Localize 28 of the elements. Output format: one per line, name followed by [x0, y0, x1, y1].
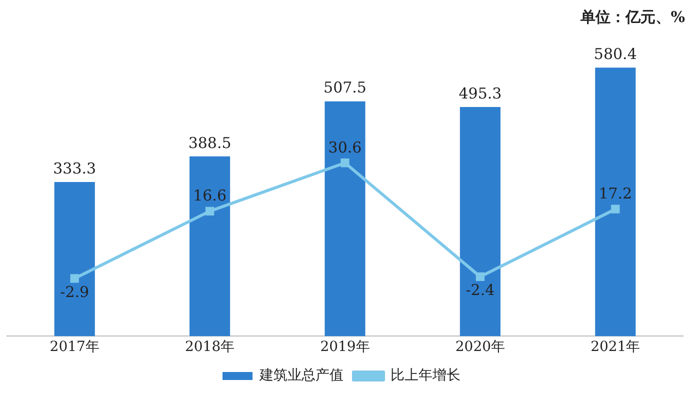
- data-label: -2.9: [60, 282, 90, 301]
- legend-label: 比上年增长: [390, 368, 460, 384]
- x-tick-label: 2021年: [590, 339, 640, 356]
- bar: [54, 182, 95, 336]
- point: [205, 206, 214, 216]
- bar: [190, 156, 230, 336]
- x-tick-label: 2017年: [50, 339, 100, 356]
- point: [611, 204, 620, 214]
- x-tick-label: 2020年: [455, 339, 506, 356]
- data-label: 333.3: [53, 159, 96, 178]
- bar: [595, 68, 636, 336]
- data-label: 16.6: [193, 186, 227, 205]
- x-tick-label: 2018年: [184, 339, 235, 356]
- data-label: 17.2: [598, 184, 632, 202]
- data-label: 388.5: [188, 134, 232, 152]
- text: 单位：亿元、%: [580, 8, 685, 27]
- data-label: 507.5: [324, 78, 366, 97]
- data-label: -2.4: [466, 281, 495, 300]
- x-tick-label: 2019年: [320, 339, 370, 356]
- point: [70, 274, 79, 283]
- point: [476, 272, 485, 282]
- point: [340, 158, 350, 168]
- data-label: 495.3: [458, 84, 502, 102]
- bar: [324, 101, 366, 336]
- legend-label: 建筑业总产值: [258, 368, 344, 384]
- data-label: 580.4: [594, 44, 637, 63]
- data-label: 30.6: [328, 138, 362, 156]
- bar: [460, 106, 500, 336]
